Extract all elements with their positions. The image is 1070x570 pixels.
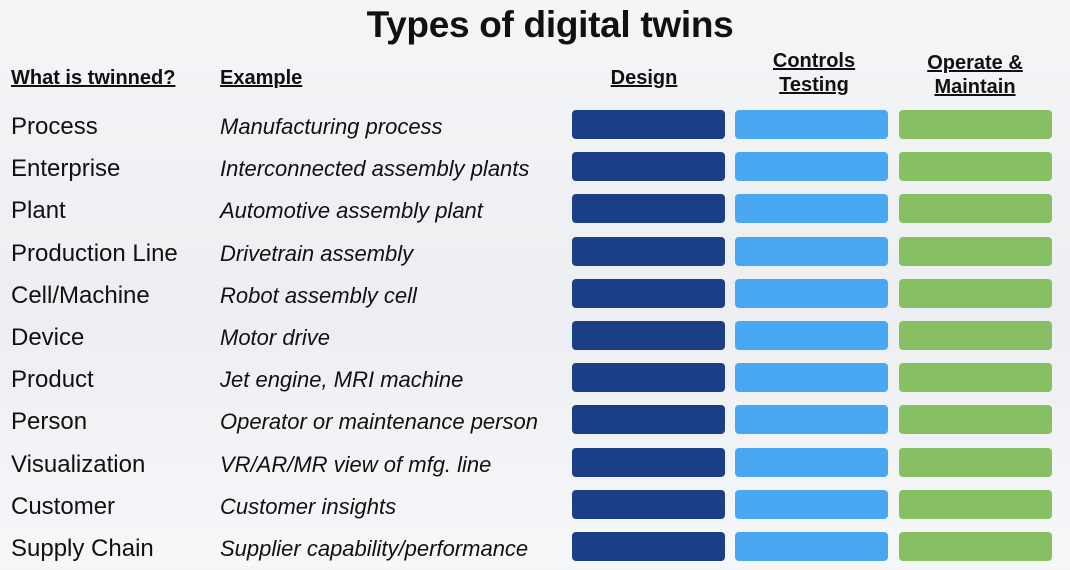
- operate-maintain-bar: [899, 152, 1052, 182]
- header-what-is-twinned: What is twinned?: [11, 67, 176, 89]
- what-is-twinned-cell: Enterprise: [11, 155, 121, 183]
- table-row: Process Manufacturing process: [0, 106, 1070, 148]
- what-is-twinned-cell: Customer: [11, 492, 116, 520]
- table-row: Enterprise Interconnected assembly plants: [0, 148, 1070, 190]
- what-is-twinned-cell: Production Line: [11, 239, 178, 267]
- what-is-twinned-cell: Plant: [11, 197, 66, 225]
- header-operate-line1: Operate &: [927, 52, 1023, 74]
- operate-maintain-bar: [899, 363, 1052, 393]
- table-row: Person Operator or maintenance person: [0, 401, 1070, 443]
- table-row: Plant Automotive assembly plant: [0, 190, 1070, 232]
- what-is-twinned-cell: Visualization: [11, 450, 146, 478]
- operate-maintain-bar: [899, 447, 1052, 477]
- table-row: Supply Chain Supplier capability/performa…: [0, 528, 1070, 570]
- page-title: Types of digital twins: [366, 4, 734, 45]
- table-row: Cell/Machine Robot assembly cell: [0, 275, 1070, 317]
- operate-maintain-bar: [899, 489, 1052, 519]
- example-cell: Operator or maintenance person: [220, 409, 538, 435]
- controls-testing-bar: [735, 363, 888, 393]
- controls-testing-bar: [735, 489, 888, 519]
- header-controls-line1: Controls: [772, 50, 856, 72]
- example-cell: Jet engine, MRI machine: [220, 367, 464, 393]
- design-bar: [572, 320, 725, 350]
- design-bar: [572, 236, 725, 266]
- header-controls-line2: Testing: [779, 74, 849, 96]
- example-cell: Manufacturing process: [220, 114, 443, 139]
- header-operate-maintain: Operate & Maintain: [898, 51, 1052, 99]
- controls-testing-bar: [735, 278, 888, 308]
- example-cell: VR/AR/MR view of mfg. line: [220, 451, 492, 477]
- example-cell: Automotive assembly plant: [220, 198, 483, 224]
- what-is-twinned-cell: Cell/Machine: [11, 281, 150, 309]
- controls-testing-bar: [735, 320, 888, 350]
- design-bar: [572, 110, 725, 139]
- operate-maintain-bar: [899, 320, 1052, 350]
- design-bar: [572, 447, 725, 477]
- operate-maintain-bar: [899, 236, 1052, 266]
- controls-testing-bar: [735, 405, 888, 435]
- controls-testing-bar: [735, 447, 888, 477]
- controls-testing-bar: [735, 531, 888, 561]
- design-bar: [572, 152, 725, 182]
- twin-types-table: Process Manufacturing process Enterprise In…: [0, 106, 1070, 570]
- controls-testing-bar: [735, 194, 888, 224]
- what-is-twinned-cell: Product: [11, 366, 94, 394]
- operate-maintain-bar: [899, 531, 1052, 561]
- header-example: Example: [220, 67, 303, 89]
- table-row: Customer Customer insights: [0, 486, 1070, 528]
- what-is-twinned-cell: Supply Chain: [11, 534, 154, 562]
- example-cell: Supplier capability/performance: [220, 535, 529, 561]
- table-row: Production Line Drivetrain assembly: [0, 233, 1070, 275]
- controls-testing-bar: [735, 110, 888, 139]
- header-controls-testing: Controls Testing: [737, 49, 891, 97]
- design-bar: [572, 405, 725, 435]
- what-is-twinned-cell: Device: [11, 323, 85, 351]
- example-cell: Robot assembly cell: [220, 282, 417, 308]
- controls-testing-bar: [735, 152, 888, 182]
- design-bar: [572, 531, 725, 561]
- operate-maintain-bar: [899, 405, 1052, 435]
- example-cell: Customer insights: [220, 493, 397, 519]
- design-bar: [572, 489, 725, 519]
- design-bar: [572, 363, 725, 393]
- header-design: Design: [610, 67, 678, 89]
- example-cell: Interconnected assembly plants: [220, 156, 530, 182]
- controls-testing-bar: [735, 236, 888, 266]
- operate-maintain-bar: [899, 278, 1052, 308]
- table-row: Product Jet engine, MRI machine: [0, 359, 1070, 401]
- example-cell: Motor drive: [220, 324, 331, 350]
- table-row: Device Motor drive: [0, 317, 1070, 359]
- table-row: Visualization VR/AR/MR view of mfg. line: [0, 444, 1070, 486]
- operate-maintain-bar: [899, 194, 1052, 224]
- design-bar: [572, 278, 725, 308]
- operate-maintain-bar: [899, 110, 1052, 139]
- design-bar: [572, 194, 725, 224]
- what-is-twinned-cell: Person: [11, 408, 88, 436]
- example-cell: Drivetrain assembly: [220, 240, 414, 266]
- what-is-twinned-cell: Process: [11, 113, 98, 140]
- header-operate-line2: Maintain: [934, 76, 1016, 98]
